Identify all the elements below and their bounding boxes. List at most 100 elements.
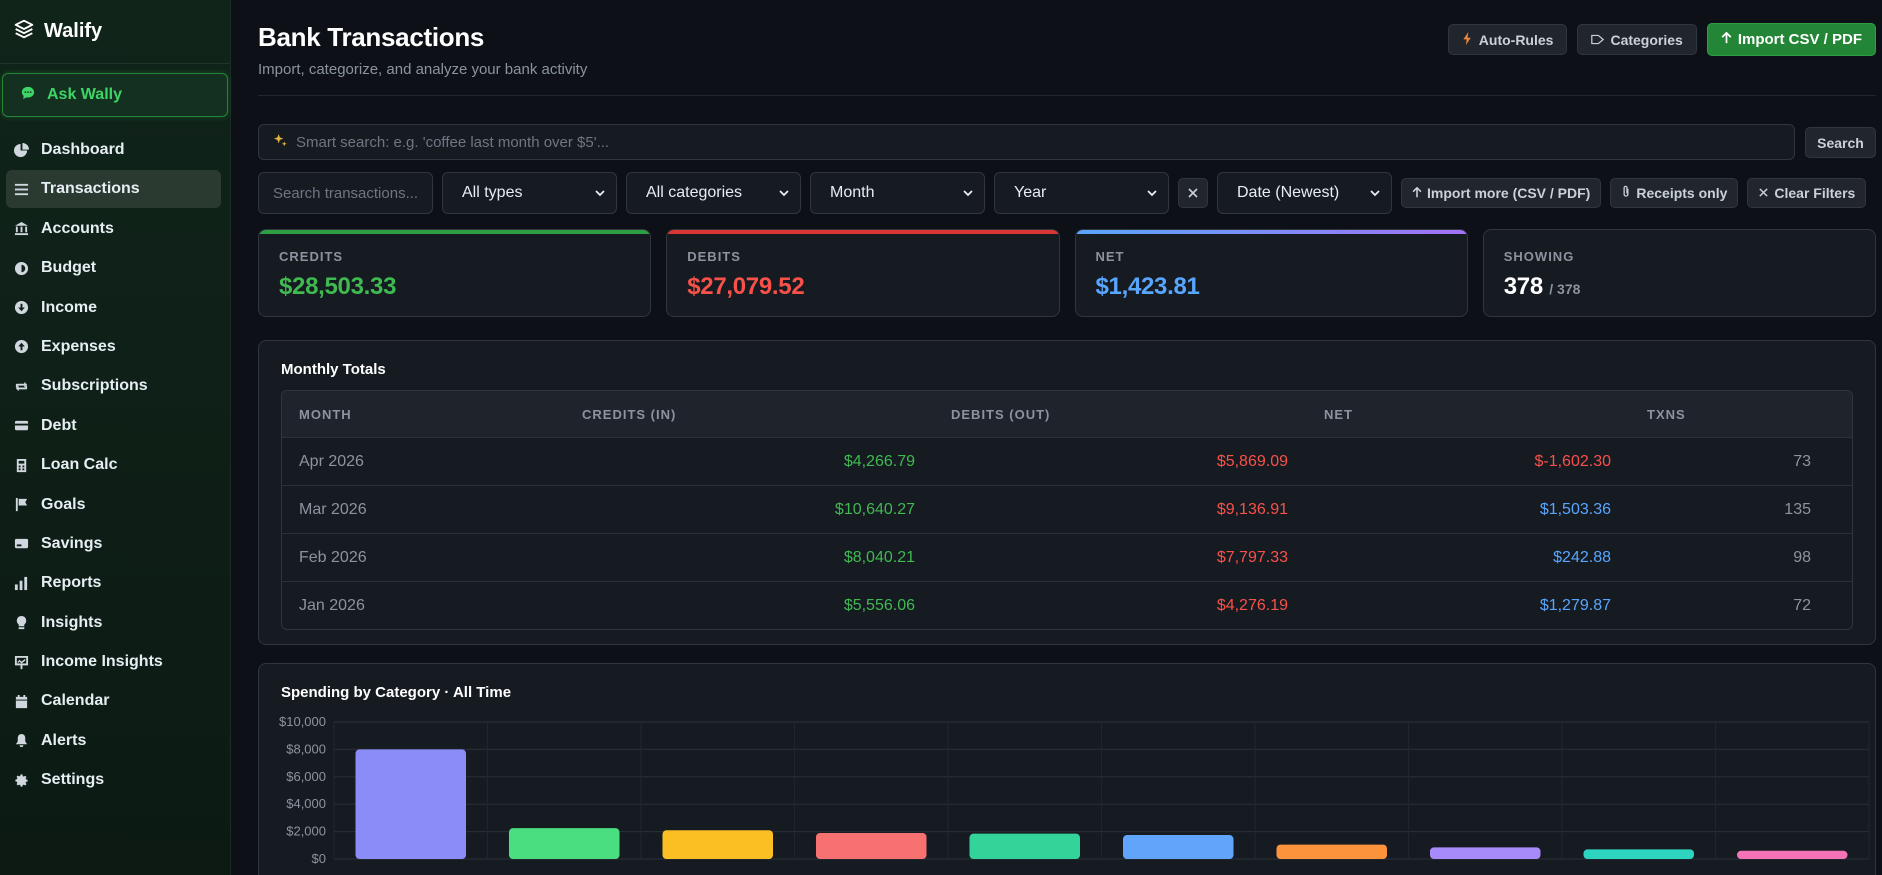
txns-cell: 98 — [1793, 548, 1811, 566]
chart-bar[interactable] — [1429, 847, 1541, 859]
chart-bar[interactable] — [355, 749, 467, 859]
net-cell: $242.88 — [1553, 548, 1611, 566]
debits-label: DEBITS — [687, 249, 741, 264]
smart-search-button[interactable]: Search — [1805, 127, 1876, 158]
auto-rules-label: Auto-Rules — [1478, 31, 1554, 48]
sidebar-item-label: Insights — [41, 613, 103, 631]
column-header[interactable]: CREDITS (IN) — [582, 406, 677, 422]
presentation-icon — [13, 654, 29, 670]
filter-bar: Search transactions... All types All cat… — [258, 172, 1876, 214]
column-header[interactable]: NET — [1324, 406, 1353, 422]
credits-cell: $5,556.06 — [843, 596, 915, 614]
search-transactions-input[interactable]: Search transactions... — [258, 172, 433, 214]
sidebar-nav: Dashboard Transactions Accounts Budget Incom… — [0, 131, 230, 799]
bulb-icon — [13, 615, 29, 631]
ask-wally-label: Ask Wally — [47, 86, 122, 103]
categories-button[interactable]: Categories — [1577, 24, 1697, 55]
bolt-icon — [1462, 31, 1473, 48]
month-cell: Jan 2026 — [299, 596, 365, 614]
sidebar-item-income[interactable]: Income — [6, 289, 221, 327]
spending-bar-chart: $0 $2,000 $4,000 $6,000 $8,000 $10,000 — [279, 714, 1870, 866]
sidebar-item-debt[interactable]: Debt — [6, 407, 221, 445]
debits-cell: $5,869.09 — [1216, 452, 1288, 470]
ask-wally-button[interactable]: Ask Wally — [2, 73, 228, 117]
credits-accent-bar — [259, 230, 651, 234]
month-cell: Mar 2026 — [299, 500, 367, 518]
sidebar-item-reports[interactable]: Reports — [6, 564, 221, 602]
wallet-icon — [13, 260, 29, 276]
chart-bar[interactable] — [662, 830, 774, 859]
chart-bar[interactable] — [1122, 835, 1234, 859]
credits-cell: $8,040.21 — [843, 548, 915, 566]
close-icon — [1758, 185, 1769, 201]
chart-bar[interactable] — [1276, 844, 1388, 859]
calendar-icon — [13, 693, 29, 709]
type-select[interactable]: All types — [442, 172, 617, 214]
month-select-value: Month — [830, 184, 875, 201]
sidebar-item-alerts[interactable]: Alerts — [6, 722, 221, 760]
receipts-only-button[interactable]: Receipts only — [1610, 178, 1739, 208]
auto-rules-button[interactable]: Auto-Rules — [1447, 24, 1568, 55]
y-tick-label: $4,000 — [286, 796, 326, 811]
pie-chart-icon — [13, 142, 29, 158]
clear-filters-button[interactable]: Clear Filters — [1747, 178, 1867, 208]
clear-year-button[interactable] — [1178, 178, 1208, 208]
import-more-button[interactable]: Import more (CSV / PDF) — [1401, 178, 1602, 208]
sidebar-item-dashboard[interactable]: Dashboard — [6, 131, 221, 169]
credits-cell: $10,640.27 — [834, 500, 915, 518]
spending-chart-panel: Spending by Category · All Time $0 $2,000… — [258, 663, 1876, 875]
brand[interactable]: Walify — [0, 0, 230, 64]
debits-cell: $4,276.19 — [1216, 596, 1288, 614]
net-cell: $1,503.36 — [1539, 500, 1611, 518]
bar-chart-icon — [13, 575, 29, 591]
sidebar-item-settings[interactable]: Settings — [6, 761, 221, 799]
month-select[interactable]: Month — [810, 172, 985, 214]
year-select[interactable]: Year — [994, 172, 1169, 214]
chart-bar[interactable] — [969, 833, 1081, 859]
showing-card: SHOWING 378 / 378 — [1482, 229, 1876, 317]
import-csv-pdf-button[interactable]: Import CSV / PDF — [1706, 23, 1876, 56]
category-select[interactable]: All categories — [626, 172, 801, 214]
sidebar-item-expenses[interactable]: Expenses — [6, 328, 221, 366]
flag-icon — [13, 497, 29, 513]
close-icon — [1188, 188, 1198, 198]
sidebar-item-savings[interactable]: Savings — [6, 525, 221, 563]
sort-select[interactable]: Date (Newest) — [1217, 172, 1392, 214]
sidebar-item-calendar[interactable]: Calendar — [6, 682, 221, 720]
monthly-totals-table: MONTH CREDITS (IN) DEBITS (OUT) NET TXNS… — [281, 390, 1853, 630]
sidebar-item-goals[interactable]: Goals — [6, 486, 221, 524]
credits-card: CREDITS $28,503.33 — [258, 229, 652, 317]
card-icon — [13, 418, 29, 434]
chart-bar[interactable] — [815, 832, 927, 859]
sidebar-item-subscriptions[interactable]: Subscriptions — [6, 367, 221, 405]
gear-icon — [13, 772, 29, 788]
sidebar-item-loan-calc[interactable]: Loan Calc — [6, 446, 221, 484]
sidebar-item-income-insights[interactable]: Income Insights — [6, 643, 221, 681]
smart-search-input[interactable]: Smart search: e.g. 'coffee last month ov… — [258, 124, 1795, 160]
tag-icon — [1591, 32, 1605, 48]
chart-bar[interactable] — [508, 828, 620, 859]
page-title: Bank Transactions — [258, 22, 485, 52]
sidebar-item-accounts[interactable]: Accounts — [6, 210, 221, 248]
sidebar-item-transactions[interactable]: Transactions — [6, 170, 221, 209]
sidebar-item-label: Income Insights — [41, 653, 163, 671]
sidebar-item-insights[interactable]: Insights — [6, 604, 221, 642]
bank-icon — [13, 221, 29, 237]
import-more-label: Import more (CSV / PDF) — [1427, 185, 1591, 201]
arrow-up-icon — [1721, 31, 1732, 48]
column-header[interactable]: MONTH — [299, 406, 352, 422]
sidebar-item-budget[interactable]: Budget — [6, 249, 221, 287]
column-header[interactable]: TXNS — [1647, 406, 1686, 422]
debits-accent-bar — [667, 230, 1059, 234]
debits-value: $27,079.52 — [687, 273, 805, 300]
column-header[interactable]: DEBITS (OUT) — [951, 406, 1051, 422]
category-select-value: All categories — [646, 184, 743, 201]
sidebar-item-label: Budget — [41, 259, 97, 277]
chart-bar[interactable] — [1736, 850, 1848, 859]
chevron-down-icon — [1370, 190, 1380, 197]
bell-icon — [13, 733, 29, 749]
sidebar-item-label: Accounts — [41, 219, 114, 237]
credits-cell: $4,266.79 — [843, 452, 915, 470]
receipts-only-label: Receipts only — [1636, 185, 1728, 201]
chart-bar[interactable] — [1583, 849, 1695, 859]
